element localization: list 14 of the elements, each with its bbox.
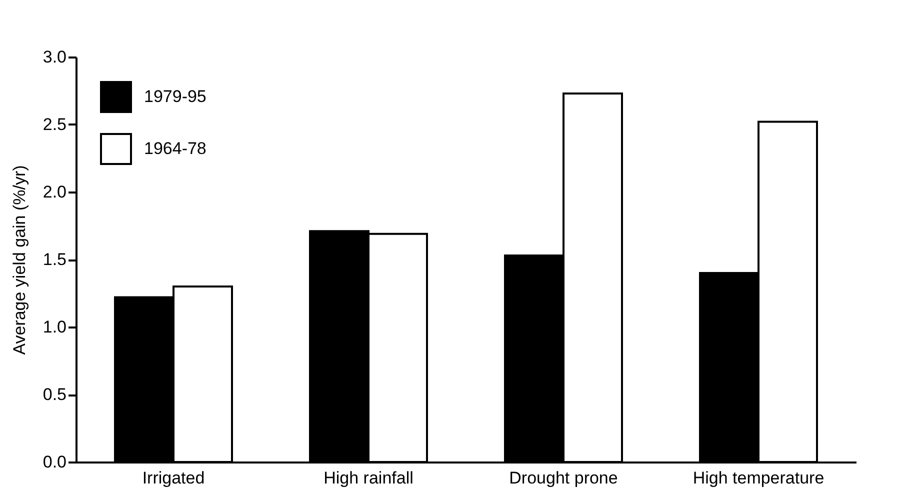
x-tick-label: High temperature <box>692 468 824 488</box>
y-tick-label: 3.0 <box>42 48 66 66</box>
x-tick-label: Drought prone <box>509 468 618 488</box>
y-tick-label: 2.5 <box>42 115 66 134</box>
y-tick-label: 2.0 <box>42 182 66 202</box>
legend-label: 1979-95 <box>144 87 206 106</box>
y-tick-label: 1.5 <box>42 250 66 269</box>
x-tick-label: High rainfall <box>324 468 414 488</box>
y-tick-label: 0.0 <box>42 452 66 472</box>
y-tick-label: 1.0 <box>42 318 66 336</box>
y-tick-label: 0.5 <box>42 385 66 404</box>
legend-label: 1964-78 <box>144 139 206 158</box>
x-tick-label: Irrigated <box>142 468 205 488</box>
y-axis-title: Average yield gain (%/yr) <box>10 165 29 355</box>
